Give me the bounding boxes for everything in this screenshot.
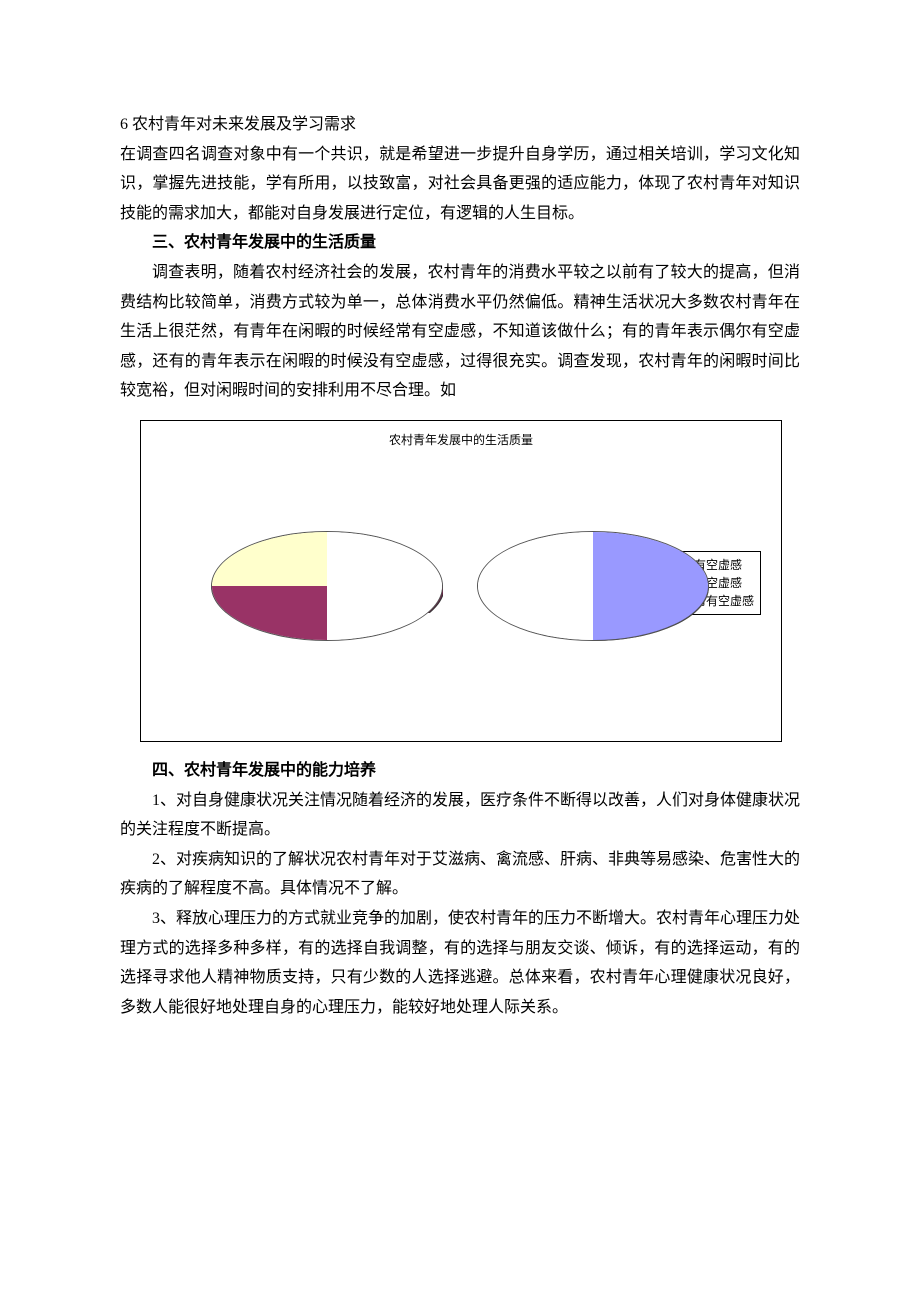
slice-never-empty (212, 586, 328, 640)
pie-right-cut (478, 532, 593, 640)
section3-paragraph: 调查表明，随着农村经济社会的发展，农村青年的消费水平较之以前有了较大的提高，但消… (120, 258, 800, 406)
pie-left-half (211, 531, 443, 641)
pie-left-cut (327, 532, 442, 640)
section4-paragraph-1: 1、对自身健康状况关注情况随着经济的发展，医疗条件不断得以改善，人们对身体健康状… (120, 786, 800, 845)
pie-right-half (477, 531, 709, 641)
pie-right-top (477, 531, 709, 641)
section4-paragraph-2: 2、对疾病知识的了解状况农村青年对于艾滋病、禽流感、肝病、非典等易感染、危害性大… (120, 845, 800, 904)
pie-chart-container: 农村青年发展中的生活质量 (140, 420, 782, 742)
slice-often-empty (212, 532, 328, 587)
section6-heading: 6 农村青年对未来发展及学习需求 (120, 110, 800, 140)
chart-title: 农村青年发展中的生活质量 (389, 429, 533, 451)
section6-paragraph: 在调查四名调查对象中有一个共识，就是希望进一步提升自身学历，通过相关培训，学习文… (120, 140, 800, 229)
section3-heading: 三、农村青年发展中的生活质量 (120, 228, 800, 258)
document-page: 6 农村青年对未来发展及学习需求 在调查四名调查对象中有一个共识，就是希望进一步… (0, 0, 920, 1082)
section4-heading: 四、农村青年发展中的能力培养 (120, 756, 800, 786)
slice-sometimes-empty (593, 532, 708, 640)
pie-left-top (211, 531, 443, 641)
section4-paragraph-3: 3、释放心理压力的方式就业竞争的加剧，使农村青年的压力不断增大。农村青年心理压力… (120, 904, 800, 1022)
